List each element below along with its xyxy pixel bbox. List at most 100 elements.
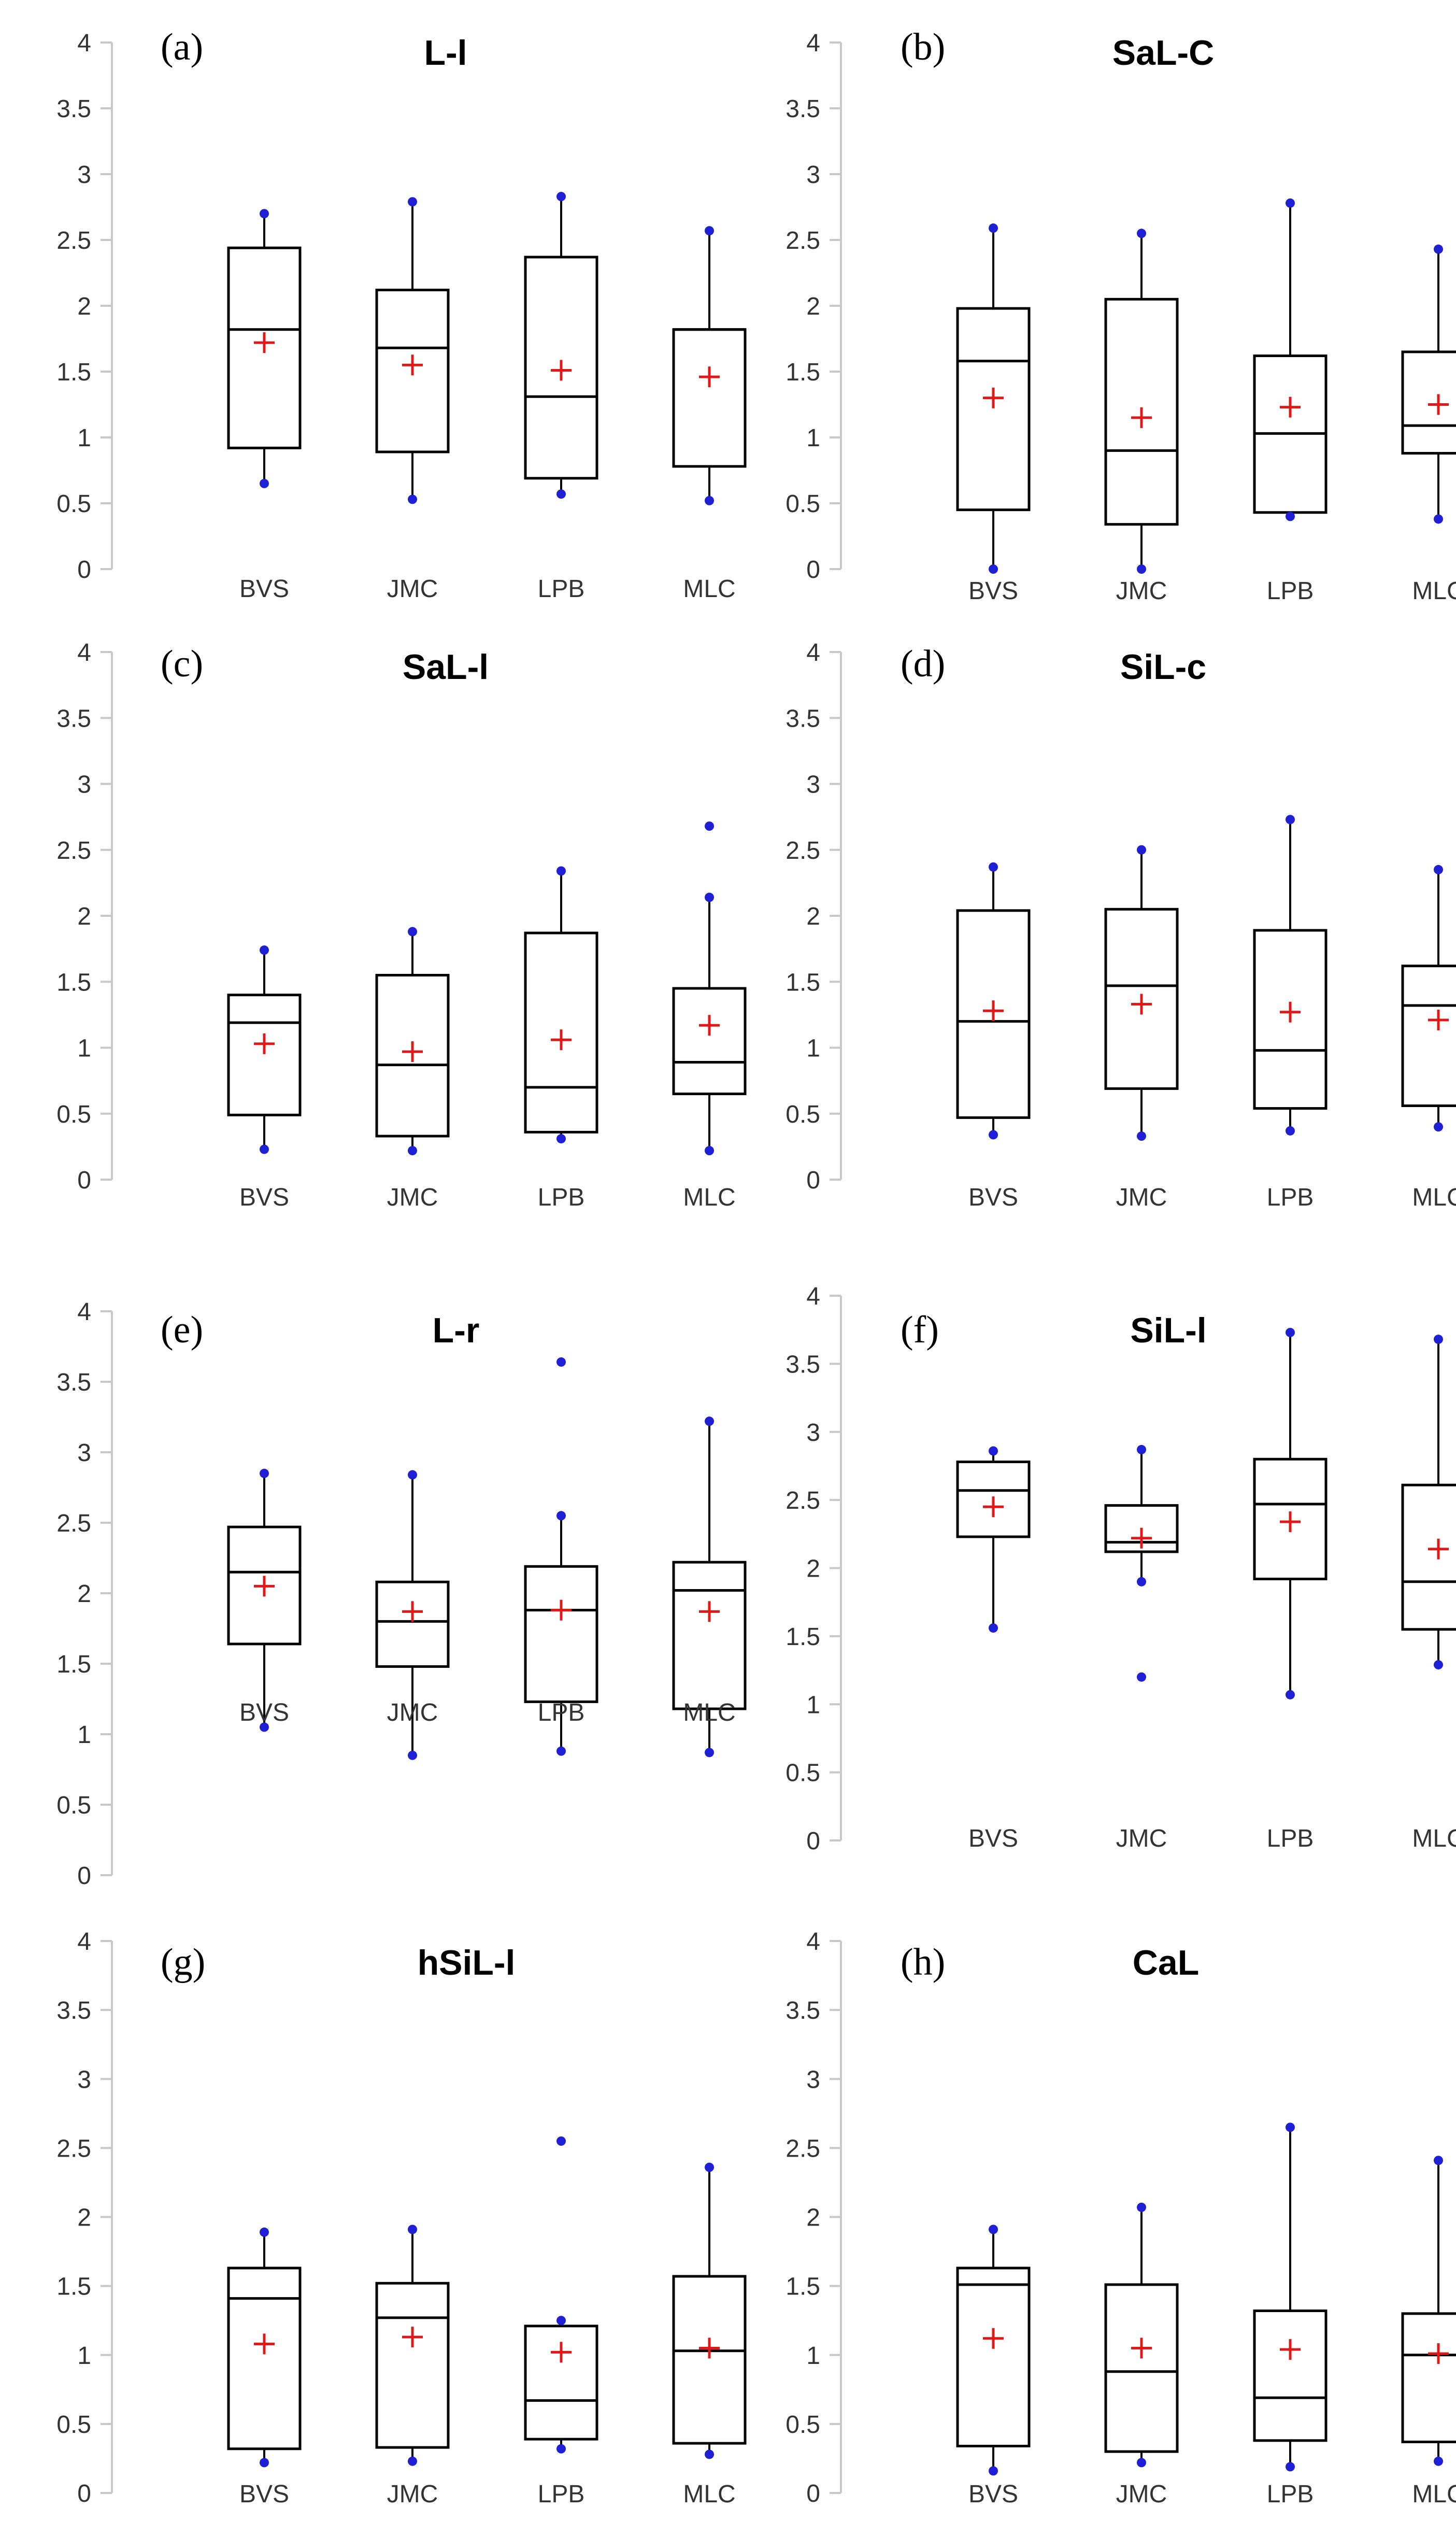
max-point — [1137, 229, 1146, 238]
outlier-point — [1137, 1672, 1146, 1682]
y-tick-label: 1.5 — [56, 2273, 91, 2301]
box-mlc: MLC — [672, 226, 747, 603]
y-tick-label: 1.5 — [786, 969, 820, 996]
box-bvs: BVS — [956, 223, 1031, 605]
y-tick-label: 0 — [806, 1167, 820, 1194]
category-label: JMC — [387, 1699, 438, 1726]
category-label: MLC — [1412, 2481, 1456, 2508]
box-bvs: BVS — [227, 1468, 302, 1732]
iqr-box — [375, 289, 450, 454]
box-bvs: BVS — [956, 1446, 1031, 1852]
y-tick-label: 1 — [806, 1691, 820, 1719]
max-point — [989, 223, 998, 233]
box-mlc: MLC — [672, 2162, 747, 2508]
y-tick-label: 1.5 — [786, 359, 820, 386]
y-tick-label: 1 — [806, 2342, 820, 2370]
y-tick-label: 3 — [806, 2066, 820, 2093]
max-point — [989, 1446, 998, 1456]
y-tick-label: 0 — [77, 556, 91, 584]
panel-title: L-l — [424, 33, 467, 73]
iqr-box — [956, 2266, 1031, 2447]
y-tick-label: 2 — [77, 2204, 91, 2232]
panel-title: L-r — [433, 1311, 480, 1350]
chart-panel-f: 0 0.5 1 1.5 2 2.5 3 3.5 4 (f) SiL-l BVS JMC LPB MLC — [786, 1283, 1456, 1855]
outlier-point — [556, 2136, 566, 2146]
y-tick-label: 2 — [77, 293, 91, 320]
category-label: JMC — [1116, 577, 1167, 605]
y-tick-label: 3 — [806, 1419, 820, 1447]
category-label: BVS — [239, 1184, 289, 1211]
iqr-box — [1401, 2312, 1456, 2443]
max-point — [1286, 198, 1295, 208]
category-label: MLC — [1412, 1184, 1456, 1211]
iqr-box — [524, 2325, 598, 2441]
box-jmc: JMC — [375, 927, 450, 1211]
min-point — [989, 1623, 998, 1633]
y-tick-label: 4 — [77, 1928, 91, 1956]
panel-title: SaL-l — [403, 647, 489, 687]
min-point — [1286, 1690, 1295, 1699]
box-jmc: JMC — [375, 2225, 450, 2508]
category-label: LPB — [1267, 2481, 1314, 2508]
category-label: BVS — [239, 575, 289, 603]
iqr-box — [524, 256, 598, 480]
panel-title: SiL-l — [1130, 1311, 1206, 1350]
y-tick-label: 1 — [77, 1035, 91, 1062]
iqr-box — [672, 1561, 747, 1710]
panel-label: (a) — [161, 26, 203, 68]
max-point — [556, 2316, 566, 2326]
max-point — [1286, 1327, 1295, 1337]
box-lpb: LPB — [524, 1357, 598, 1756]
panel-label: (d) — [901, 643, 945, 685]
box-lpb: LPB — [1253, 815, 1327, 1211]
box-mlc: MLC — [1401, 244, 1456, 605]
chart-panel-h: 0 0.5 1 1.5 2 2.5 3 3.5 4 (h) CaL BVS JMC LPB MLC — [786, 1928, 1456, 2508]
y-tick-label: 0.5 — [786, 490, 820, 518]
category-label: BVS — [968, 577, 1018, 605]
max-point — [1434, 2156, 1443, 2165]
panel-label: (g) — [161, 1941, 205, 1983]
box-jmc: JMC — [375, 197, 450, 603]
chart-panel-c: 0 0.5 1 1.5 2 2.5 3 3.5 4 (c) SaL-l BVS JMC LPB MLC — [56, 639, 747, 1211]
box-lpb: LPB — [1253, 1327, 1327, 1852]
max-point — [705, 226, 714, 236]
y-tick-label: 0.5 — [56, 2411, 91, 2439]
min-point — [1137, 564, 1146, 574]
iqr-box — [375, 2282, 450, 2449]
iqr-box — [1104, 2283, 1179, 2453]
iqr-box — [375, 1580, 450, 1668]
y-tick-label: 2.5 — [56, 837, 91, 865]
category-label: LPB — [1267, 1184, 1314, 1211]
box-lpb: LPB — [524, 866, 598, 1211]
iqr-box — [956, 909, 1031, 1119]
y-tick-label: 0 — [77, 1862, 91, 1890]
y-tick-label: 3.5 — [786, 1997, 820, 2024]
box-jmc: JMC — [1104, 845, 1179, 1211]
max-point — [705, 1416, 714, 1426]
y-tick-label: 1.5 — [56, 359, 91, 386]
y-tick-label: 2.5 — [786, 227, 820, 254]
y-tick-label: 3 — [806, 161, 820, 189]
max-point — [556, 192, 566, 202]
category-label: LPB — [538, 1699, 585, 1726]
iqr-box — [227, 2266, 302, 2450]
min-point — [408, 494, 417, 504]
max-point — [1137, 2202, 1146, 2212]
y-tick-label: 2.5 — [56, 227, 91, 254]
max-point — [705, 892, 714, 902]
panel-title: SaL-C — [1112, 33, 1214, 73]
box-bvs: BVS — [956, 2225, 1031, 2508]
panel-title: SiL-c — [1120, 647, 1206, 687]
max-point — [408, 1470, 417, 1480]
y-tick-label: 2.5 — [56, 2135, 91, 2162]
max-point — [1434, 865, 1443, 874]
category-label: BVS — [968, 2481, 1018, 2508]
y-tick-label: 1 — [806, 1035, 820, 1062]
min-point — [1137, 1131, 1146, 1141]
y-tick-label: 1 — [77, 424, 91, 452]
iqr-box — [672, 987, 747, 1096]
y-tick-label: 4 — [806, 639, 820, 667]
y-tick-label: 0 — [806, 2480, 820, 2507]
max-point — [260, 945, 269, 955]
y-tick-label: 1 — [806, 424, 820, 452]
